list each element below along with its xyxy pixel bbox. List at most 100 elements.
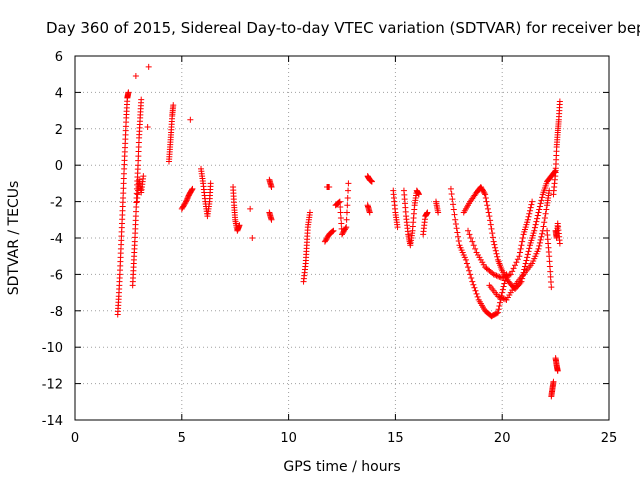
grid-lines	[75, 56, 609, 420]
data-point	[538, 197, 545, 204]
x-tick-label: 5	[178, 431, 186, 446]
data-point	[394, 224, 401, 231]
data-point	[145, 63, 152, 70]
data-point	[550, 378, 557, 385]
data-point	[497, 294, 504, 301]
data-point	[546, 258, 553, 265]
data-point	[482, 191, 489, 198]
data-point	[336, 199, 343, 206]
chart-title: Day 360 of 2015, Sidereal Day-to-day VTE…	[46, 19, 640, 37]
data-point	[487, 217, 494, 224]
data-point	[539, 194, 546, 201]
data-point	[537, 200, 544, 207]
y-tick-label: 0	[55, 159, 63, 174]
data-point	[514, 256, 521, 263]
data-point	[546, 263, 553, 270]
data-point	[452, 216, 459, 223]
data-point	[500, 274, 507, 281]
data-point	[469, 278, 476, 285]
data-point	[345, 187, 352, 194]
data-point	[510, 265, 517, 272]
data-point	[509, 268, 516, 275]
data-point	[189, 185, 196, 192]
data-point	[470, 242, 477, 249]
data-point	[467, 271, 474, 278]
data-point	[543, 206, 550, 213]
data-point	[524, 254, 531, 261]
data-point	[335, 199, 342, 206]
data-point	[526, 210, 533, 217]
data-point	[540, 223, 547, 230]
data-point	[491, 241, 498, 248]
data-point	[536, 242, 543, 249]
y-tick-label: -10	[42, 341, 63, 356]
data-point	[493, 272, 500, 279]
x-axis-label: GPS time / hours	[283, 459, 400, 475]
data-point	[236, 222, 243, 229]
data-point	[492, 244, 499, 251]
data-point	[247, 205, 254, 212]
data-point	[188, 186, 195, 193]
data-point	[492, 272, 499, 279]
data-point	[338, 220, 345, 227]
data-point	[466, 231, 473, 238]
data-point	[455, 238, 462, 245]
data-point	[470, 281, 477, 288]
data-point	[344, 202, 351, 209]
data-point	[496, 302, 503, 309]
data-point	[516, 253, 523, 260]
data-point	[343, 224, 350, 231]
data-point	[125, 89, 132, 96]
data-point	[472, 287, 479, 294]
data-point	[343, 216, 350, 223]
y-tick-label: -14	[42, 414, 63, 429]
data-point	[494, 273, 501, 280]
y-tick-label: -2	[50, 196, 63, 211]
data-point	[453, 225, 460, 232]
data-point	[500, 295, 507, 302]
data-point	[536, 203, 543, 210]
data-point	[447, 185, 454, 192]
data-point	[462, 256, 469, 263]
data-point	[541, 219, 548, 226]
data-point	[539, 230, 546, 237]
data-point	[529, 198, 536, 205]
data-point	[494, 253, 501, 260]
plot-frame	[74, 55, 610, 421]
data-point	[474, 293, 481, 300]
data-point	[493, 310, 500, 317]
data-point	[489, 234, 496, 241]
data-point	[524, 216, 531, 223]
data-point	[435, 209, 442, 216]
data-point	[541, 214, 548, 221]
data-point	[534, 212, 541, 219]
data-point	[187, 116, 194, 123]
data-point	[528, 201, 535, 208]
data-point	[535, 245, 542, 252]
data-point	[249, 235, 256, 241]
data-point	[499, 289, 506, 296]
data-point	[343, 209, 350, 216]
y-tick-label: -4	[50, 232, 63, 247]
data-point	[556, 98, 563, 105]
data-point	[342, 225, 349, 232]
data-point	[486, 213, 493, 220]
data-point	[493, 250, 500, 257]
data-point	[451, 211, 458, 218]
data-point	[471, 284, 478, 291]
data-point	[554, 367, 561, 374]
data-point	[542, 210, 549, 217]
data-point	[517, 245, 524, 252]
data-point	[469, 238, 476, 245]
data-point	[366, 209, 373, 216]
data-point	[415, 191, 422, 198]
data-point	[337, 214, 344, 221]
data-point	[467, 235, 474, 241]
data-point	[449, 196, 456, 203]
data-point	[268, 216, 275, 223]
data-point	[138, 96, 145, 103]
y-axis-label: SDTVAR / TECUs	[6, 181, 22, 296]
data-point	[534, 215, 541, 222]
data-point	[547, 273, 554, 280]
y-tick-label: 4	[55, 86, 63, 101]
